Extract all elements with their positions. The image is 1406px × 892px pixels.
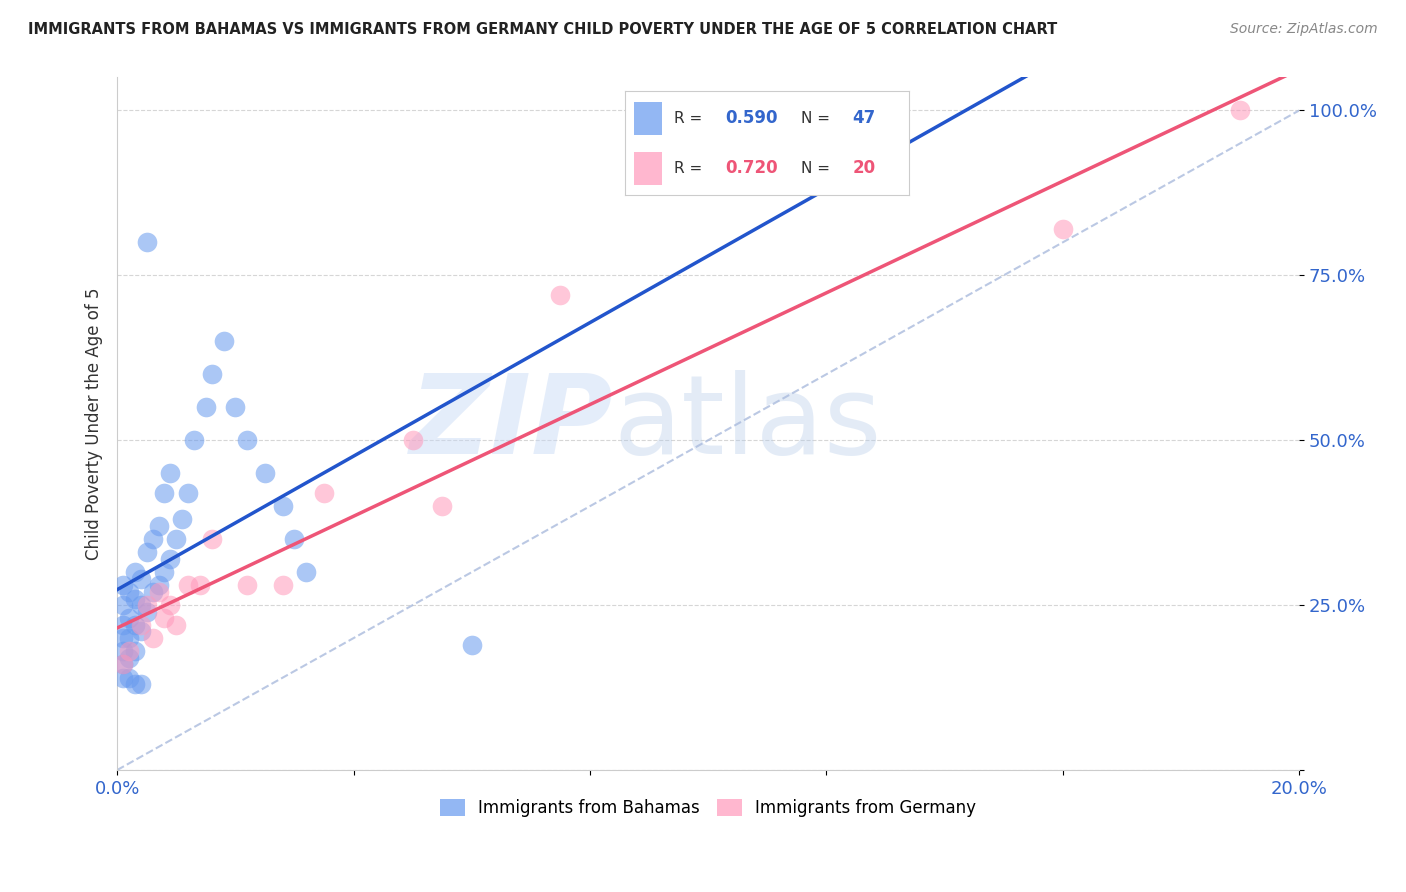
Point (432, 499, 454, 513)
Point (118, 585, 141, 599)
Point (118, 611, 141, 625)
Point (135, 545, 157, 559)
Point (159, 552, 181, 566)
Point (402, 434, 425, 448)
Y-axis label: Child Poverty Under the Age of 5: Child Poverty Under the Age of 5 (86, 287, 103, 560)
Point (1052, 222, 1074, 236)
Point (148, 519, 170, 533)
Point (118, 651, 141, 665)
Point (112, 631, 135, 645)
Point (253, 466, 276, 480)
Point (112, 657, 135, 672)
Point (283, 532, 305, 546)
Point (550, 288, 572, 302)
Point (135, 235, 157, 250)
Point (271, 578, 294, 592)
Point (201, 368, 224, 382)
Point (112, 644, 135, 658)
Point (142, 585, 165, 599)
Text: atlas: atlas (613, 370, 882, 477)
Point (118, 631, 141, 645)
Text: ZIP: ZIP (411, 370, 613, 477)
Point (224, 401, 246, 415)
Legend: Immigrants from Bahamas, Immigrants from Germany: Immigrants from Bahamas, Immigrants from… (433, 792, 983, 824)
Point (236, 578, 259, 592)
Point (129, 598, 152, 612)
Point (112, 657, 135, 672)
Point (236, 434, 259, 448)
Point (124, 618, 146, 632)
Point (142, 631, 165, 645)
Point (142, 532, 165, 546)
Point (172, 512, 194, 526)
Point (201, 532, 224, 546)
Point (124, 644, 146, 658)
Text: Source: ZipAtlas.com: Source: ZipAtlas.com (1230, 22, 1378, 37)
Point (118, 644, 141, 658)
Point (129, 624, 152, 639)
Point (153, 565, 176, 579)
Point (159, 466, 181, 480)
Point (129, 618, 152, 632)
Point (815, 150, 838, 164)
Point (295, 565, 318, 579)
Text: IMMIGRANTS FROM BAHAMAS VS IMMIGRANTS FROM GERMANY CHILD POVERTY UNDER THE AGE O: IMMIGRANTS FROM BAHAMAS VS IMMIGRANTS FR… (28, 22, 1057, 37)
Point (461, 638, 484, 652)
Point (112, 598, 135, 612)
Point (135, 605, 157, 619)
Point (148, 578, 170, 592)
Point (135, 598, 157, 612)
Point (165, 532, 187, 546)
Point (212, 334, 235, 349)
Point (124, 677, 146, 691)
Point (177, 486, 200, 500)
Point (312, 486, 335, 500)
Point (165, 618, 187, 632)
Point (148, 585, 170, 599)
Point (112, 671, 135, 685)
Point (112, 618, 135, 632)
Point (188, 578, 211, 592)
Point (153, 486, 176, 500)
Point (118, 671, 141, 685)
Point (129, 572, 152, 586)
Point (124, 565, 146, 579)
Point (183, 434, 205, 448)
Point (112, 578, 135, 592)
Point (129, 677, 152, 691)
Point (159, 598, 181, 612)
Point (124, 591, 146, 606)
Point (177, 578, 200, 592)
Point (1229, 103, 1251, 118)
Point (153, 611, 176, 625)
Point (271, 499, 294, 513)
Point (194, 401, 217, 415)
